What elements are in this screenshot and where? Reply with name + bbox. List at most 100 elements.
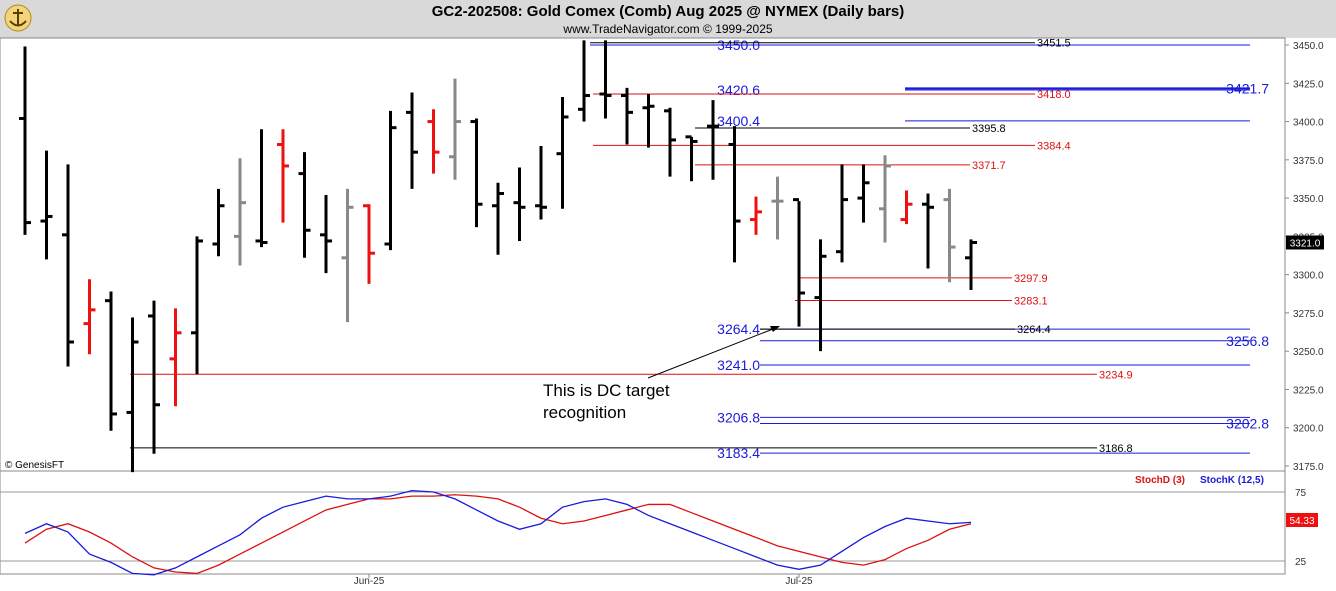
ohlc-bar: [320, 195, 332, 274]
ohlc-bar: [943, 188, 956, 283]
price-axis-label: 3400.0: [1293, 118, 1324, 129]
annotation-line-1: This is DC target: [543, 381, 670, 400]
ohlc-bar: [793, 198, 805, 327]
x-axis-label: Jul-25: [785, 576, 813, 587]
ohlc-bar: [105, 291, 117, 431]
red-level-label: 3297.9: [1014, 273, 1048, 285]
ohlc-bar: [900, 190, 913, 225]
blue-level-label: 3241.0: [717, 357, 760, 373]
last-price-label: 3321.0: [1290, 238, 1321, 249]
ohlc-bar: [922, 193, 934, 269]
ohlc-bar: [685, 135, 698, 182]
ohlc-bar: [191, 236, 203, 375]
ohlc-bar: [556, 97, 569, 209]
price-axis-label: 3350.0: [1293, 194, 1324, 205]
black-level-label: 3186.8: [1099, 443, 1133, 455]
ohlc-bar: [857, 164, 870, 223]
ohlc-bar: [621, 87, 633, 145]
title-bar: [0, 0, 1336, 38]
ohlc-bar: [492, 182, 504, 255]
ohlc-bar: [470, 118, 483, 228]
ohlc-bar: [62, 164, 74, 367]
ohlc-bar: [406, 92, 418, 189]
ship-anchor-icon: [4, 4, 32, 32]
ohlc-bar: [771, 176, 784, 240]
ohlc-bar: [341, 188, 354, 323]
red-level-label: 3418.0: [1037, 89, 1071, 101]
legend-stochk: StochK (12,5): [1200, 475, 1264, 486]
ohlc-bar: [449, 78, 461, 180]
ohlc-bar: [599, 40, 612, 119]
stoch-series-line: [24, 489, 972, 576]
ohlc-bar: [535, 146, 547, 220]
blue-level-label: 3400.4: [717, 113, 760, 129]
annotation-arrow-head: [770, 326, 780, 332]
price-panel: [0, 37, 1286, 472]
chart-title: GC2-202508: Gold Comex (Comb) Aug 2025 @…: [431, 3, 905, 20]
price-axis-label: 3175.0: [1293, 462, 1324, 473]
ohlc-bar: [277, 129, 289, 223]
stoch-axis-label: 25: [1295, 557, 1307, 568]
ohlc-bar: [40, 150, 53, 260]
annotation-arrow: [647, 326, 779, 379]
ohlc-bar: [298, 152, 311, 258]
price-axis-label: 3275.0: [1293, 309, 1324, 320]
ohlc-bar: [836, 164, 848, 263]
ohlc-bar: [384, 110, 397, 251]
blue-level-label: 3420.6: [717, 82, 760, 98]
blue-level-label: 3421.7: [1226, 80, 1269, 96]
stoch-panel: [0, 470, 1286, 575]
ohlc-bar: [212, 188, 225, 257]
x-axis-label: Jun-25: [354, 576, 385, 587]
blue-level-label: 3202.8: [1226, 415, 1269, 431]
last-price-marker: 3321.0: [1286, 235, 1324, 250]
price-axis-label: 3225.0: [1293, 385, 1324, 396]
ohlc-bar: [148, 300, 160, 454]
ohlc-bar: [83, 279, 96, 355]
ohlc-bar: [664, 107, 676, 177]
red-level-label: 3384.4: [1037, 140, 1071, 152]
blue-level-label: 3450.0: [717, 37, 760, 53]
black-level-label: 3395.8: [972, 123, 1006, 135]
ohlc-bar: [169, 308, 182, 407]
ohlc-bar: [255, 129, 268, 248]
stoch-axis-label: 75: [1295, 488, 1307, 499]
ohlc-bar: [234, 158, 246, 266]
chart-subtitle: www.TradeNavigator.com © 1999-2025: [563, 22, 773, 36]
ohlc-bar: [126, 317, 139, 473]
blue-level-label: 3183.4: [717, 445, 760, 461]
price-axis-label: 3300.0: [1293, 271, 1324, 282]
ohlc-bar: [707, 100, 719, 180]
stoch-last-label: 54.33: [1289, 516, 1314, 527]
price-axis-label: 3450.0: [1293, 41, 1324, 52]
blue-level-label: 3206.8: [717, 409, 760, 425]
stoch-last-marker: 54.33: [1286, 513, 1318, 527]
ohlc-bar: [642, 93, 655, 148]
blue-level-label: 3256.8: [1226, 333, 1269, 349]
annotation-line-2: recognition: [543, 403, 626, 422]
ohlc-bar: [879, 155, 891, 243]
ohlc-bar: [728, 126, 741, 263]
ohlc-bar: [750, 196, 762, 235]
legend-stochd: StochD (3): [1135, 475, 1185, 486]
red-level-label: 3371.7: [972, 160, 1006, 172]
ohlc-bar: [965, 239, 977, 290]
watermark: © GenesisFT: [5, 460, 64, 471]
ohlc-bar: [814, 239, 827, 352]
red-level-label: 3234.9: [1099, 369, 1133, 381]
price-axis-label: 3375.0: [1293, 156, 1324, 167]
black-level-label: 3451.5: [1037, 38, 1071, 50]
black-level-label: 3264.4: [1017, 324, 1051, 336]
ohlc-bar: [513, 167, 526, 241]
blue-level-label: 3264.4: [717, 321, 760, 337]
red-level-label: 3283.1: [1014, 296, 1048, 308]
ohlc-bar: [578, 40, 590, 122]
price-axis-label: 3250.0: [1293, 347, 1324, 358]
ohlc-bar: [427, 109, 440, 174]
ohlc-bar: [19, 46, 31, 235]
stoch-series-line: [24, 494, 972, 575]
price-axis-label: 3425.0: [1293, 79, 1324, 90]
price-axis-label: 3200.0: [1293, 424, 1324, 435]
ohlc-bar: [363, 204, 375, 284]
